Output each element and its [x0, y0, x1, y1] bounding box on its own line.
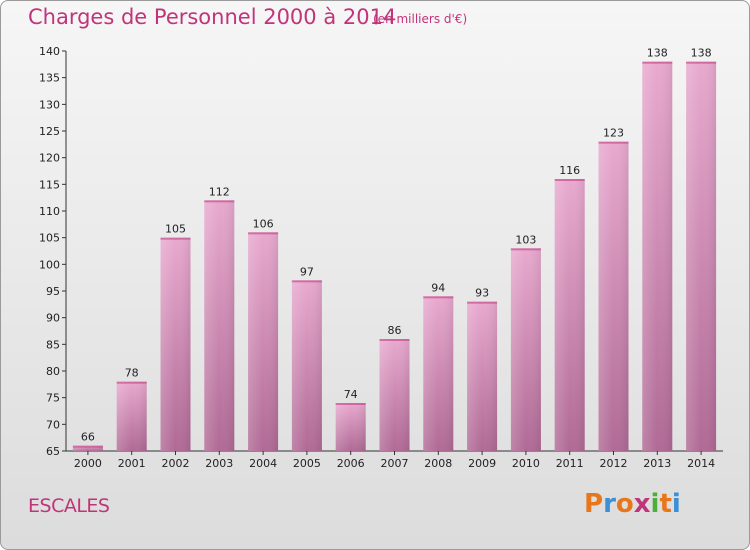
- y-tick-label: 70: [46, 418, 60, 431]
- bar-cap: [467, 301, 498, 304]
- logo-letter: t: [659, 489, 672, 519]
- chart-title: Charges de Personnel 2000 à 2014: [28, 5, 397, 29]
- x-tick-label: 2003: [205, 457, 233, 470]
- x-tick-label: 2001: [118, 457, 146, 470]
- bar-cap: [642, 61, 673, 64]
- y-tick-label: 115: [39, 178, 60, 191]
- bar-cap: [291, 280, 322, 283]
- x-tick-label: 2013: [643, 457, 671, 470]
- y-tick-label: 105: [39, 232, 60, 245]
- bar-cap: [204, 200, 235, 203]
- x-tick-label: 2005: [293, 457, 321, 470]
- axes: 65 70 75 80 85 90 95 100 105 110 115 120 125 130 135 14…: [39, 45, 723, 470]
- data-label: 94: [431, 281, 445, 294]
- x-tick-label: 2000: [74, 457, 102, 470]
- x-tick-label: 2002: [162, 457, 190, 470]
- x-tick-label: 2012: [600, 457, 628, 470]
- data-label: 66: [81, 431, 95, 444]
- bar-shade: [335, 403, 366, 451]
- chart-subtitle: (en milliers d'€): [373, 12, 468, 26]
- bar-cap: [116, 381, 147, 384]
- y-tick-label: 125: [39, 125, 60, 138]
- bar-cap: [379, 339, 410, 341]
- y-tick-label: 90: [46, 312, 60, 325]
- y-tick-label: 75: [46, 392, 60, 405]
- x-tick-label: 2008: [424, 457, 452, 470]
- y-tick-label: 100: [39, 258, 60, 271]
- bar-shade: [598, 141, 629, 451]
- bar-cap: [510, 248, 541, 251]
- bar-shade: [379, 339, 410, 451]
- bar-shade: [72, 445, 103, 451]
- bar-shade: [467, 301, 498, 451]
- data-label: 106: [253, 217, 274, 230]
- bar-cap: [686, 61, 717, 64]
- bar-shade: [291, 280, 322, 451]
- x-tick-label: 2009: [468, 457, 496, 470]
- y-tick-label: 140: [39, 45, 60, 58]
- x-tick-label: 2007: [381, 457, 409, 470]
- y-tick-label: 95: [46, 285, 60, 298]
- data-label: 116: [559, 164, 580, 177]
- bar-shade: [160, 237, 191, 451]
- logo-letter: P: [584, 489, 604, 519]
- bar-cap: [248, 232, 279, 235]
- bar-shade: [116, 381, 147, 451]
- y-tick-label: 135: [39, 72, 60, 85]
- bar-shade: [204, 200, 235, 451]
- y-tick-label: 65: [46, 445, 60, 458]
- bar-cap: [598, 141, 629, 144]
- bars: 66 78 105 112 106 97 74 86 94 93 103 116 123 138 138: [72, 47, 717, 452]
- logo-letter: r: [603, 489, 616, 519]
- bar-cap: [160, 237, 191, 240]
- commune-name: ESCALES: [28, 495, 110, 517]
- data-label: 138: [691, 47, 712, 60]
- data-label: 74: [344, 388, 358, 401]
- bar-shade: [642, 61, 673, 452]
- logo-letter: i: [650, 489, 660, 519]
- data-label: 78: [125, 367, 139, 380]
- y-tick-label: 85: [46, 338, 60, 351]
- bar-shade: [510, 248, 541, 451]
- bar-cap: [423, 296, 454, 299]
- data-label: 138: [647, 47, 668, 60]
- data-label: 103: [515, 233, 536, 246]
- bar-cap: [335, 403, 366, 405]
- x-tick-label: 2014: [687, 457, 715, 470]
- data-label: 97: [300, 265, 314, 278]
- logo-letter: i: [671, 489, 681, 519]
- x-tick-label: 2004: [249, 457, 277, 470]
- bar-shade: [554, 179, 585, 451]
- data-label: 123: [603, 127, 624, 140]
- y-tick-label: 130: [39, 98, 60, 111]
- y-tick-label: 80: [46, 365, 60, 378]
- data-label: 86: [388, 324, 402, 337]
- logo-letter: x: [633, 489, 651, 519]
- data-label: 112: [209, 185, 230, 198]
- proxiti-logo: Proxiti: [584, 489, 681, 519]
- x-tick-label: 2010: [512, 457, 540, 470]
- data-label: 93: [475, 287, 489, 300]
- x-tick-label: 2006: [337, 457, 365, 470]
- bar-shade: [248, 232, 279, 451]
- data-label: 105: [165, 223, 186, 236]
- bar-shade: [423, 296, 454, 451]
- x-tick-label: 2011: [556, 457, 584, 470]
- y-tick-label: 110: [39, 205, 60, 218]
- logo-letter: o: [615, 489, 634, 519]
- bar-cap: [72, 445, 103, 448]
- bar-cap: [554, 179, 585, 181]
- bar-shade: [686, 61, 717, 452]
- y-tick-label: 120: [39, 152, 60, 165]
